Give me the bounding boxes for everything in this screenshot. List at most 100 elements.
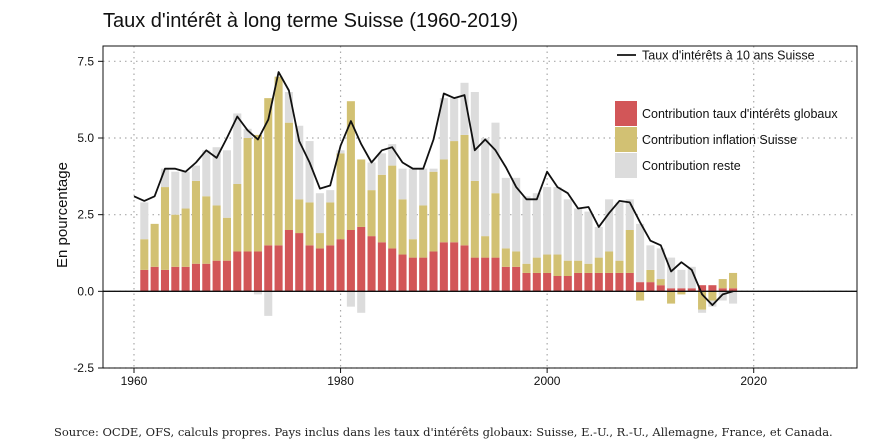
- bar-inflation: [346, 101, 355, 230]
- bar-reste: [398, 168, 407, 200]
- bar-global: [150, 266, 159, 292]
- bar-global: [574, 272, 583, 292]
- bar-reste: [625, 199, 634, 230]
- bar-global: [667, 288, 676, 292]
- bar-global: [160, 269, 170, 292]
- legend-swatch-reste: [615, 153, 637, 178]
- bar-inflation: [708, 291, 717, 301]
- bar-global: [295, 233, 304, 292]
- bar-global: [450, 242, 459, 292]
- bar-inflation: [522, 263, 531, 273]
- bar-reste: [708, 300, 717, 307]
- bar-inflation: [336, 153, 345, 240]
- y-tick-label: 0.0: [77, 284, 94, 298]
- bar-reste: [460, 82, 469, 135]
- x-tick-label: 1960: [121, 374, 148, 388]
- bar-inflation: [553, 254, 562, 276]
- bar-reste: [346, 291, 355, 307]
- bars: [140, 76, 738, 316]
- bar-inflation: [491, 193, 500, 258]
- bar-inflation: [429, 171, 438, 252]
- plot-frame: [102, 45, 858, 369]
- bar-global: [512, 266, 521, 292]
- bar-global: [532, 272, 541, 292]
- bar-reste: [512, 177, 521, 252]
- bar-inflation: [698, 291, 707, 310]
- bar-global: [171, 266, 180, 292]
- bar-inflation: [512, 251, 521, 267]
- bar-inflation: [501, 248, 510, 267]
- bar-reste: [408, 168, 417, 240]
- bar-inflation: [326, 202, 335, 246]
- bar-global: [336, 239, 345, 292]
- bar-inflation: [367, 190, 376, 237]
- bar-inflation: [160, 187, 170, 270]
- bar-reste: [419, 168, 428, 206]
- bar-global: [481, 257, 490, 292]
- x-tick-label: 2020: [740, 374, 767, 388]
- bar-reste: [646, 245, 655, 270]
- bar-inflation: [532, 257, 541, 273]
- bar-reste: [698, 309, 707, 313]
- bar-reste: [543, 187, 552, 255]
- bar-reste: [181, 171, 190, 209]
- bar-reste: [491, 122, 500, 194]
- legend-label-line: Taux d'intérêts à 10 ans Suisse: [642, 49, 815, 63]
- bar-reste: [357, 291, 366, 313]
- bar-global: [615, 272, 624, 292]
- bar-reste: [605, 199, 614, 252]
- bar-global: [181, 266, 190, 292]
- bar-inflation: [295, 199, 304, 234]
- bar-global: [140, 269, 149, 292]
- bar-reste: [253, 291, 262, 295]
- bar-reste: [212, 147, 221, 206]
- bar-global: [594, 272, 603, 292]
- bar-reste: [450, 98, 459, 142]
- bar-inflation: [408, 239, 417, 258]
- bar-inflation: [584, 263, 593, 273]
- bar-inflation: [481, 236, 490, 258]
- bar-global: [677, 288, 686, 292]
- bar-global: [233, 251, 242, 292]
- bar-global: [377, 242, 386, 292]
- bar-inflation: [646, 269, 655, 283]
- bar-global: [419, 257, 428, 292]
- bar-reste: [584, 211, 593, 264]
- bar-reste: [636, 223, 645, 283]
- bar-inflation: [543, 254, 552, 273]
- bar-inflation: [191, 180, 200, 264]
- bar-inflation: [574, 260, 583, 273]
- bar-inflation: [460, 134, 469, 246]
- bar-inflation: [243, 138, 252, 252]
- bar-reste: [470, 92, 479, 181]
- y-tick-label: -2.5: [73, 361, 94, 375]
- bar-inflation: [398, 199, 407, 255]
- bar-global: [656, 285, 665, 292]
- bar-reste: [594, 226, 603, 258]
- bar-reste: [481, 138, 490, 237]
- bar-inflation: [274, 76, 283, 246]
- y-tick-label: 7.5: [77, 54, 94, 68]
- bar-inflation: [594, 257, 603, 273]
- legend-label-reste: Contribution reste: [642, 159, 741, 173]
- bar-inflation: [181, 208, 190, 267]
- bar-reste: [284, 92, 293, 123]
- bar-reste: [295, 125, 304, 200]
- legend: Taux d'intérêts à 10 ans Suisse Contribut…: [615, 49, 838, 178]
- bar-global: [439, 242, 448, 292]
- bar-global: [522, 272, 531, 292]
- bar-inflation: [253, 134, 262, 252]
- bar-inflation: [171, 214, 180, 267]
- x-tick-label: 2000: [534, 374, 561, 388]
- bar-global: [708, 285, 717, 292]
- bar-global: [408, 257, 417, 292]
- bar-global: [222, 260, 231, 292]
- bar-global: [212, 260, 221, 292]
- bar-inflation: [150, 223, 159, 267]
- bar-reste: [718, 291, 727, 301]
- bar-inflation: [636, 291, 645, 301]
- bar-global: [202, 263, 211, 292]
- bar-reste: [501, 177, 510, 249]
- bar-global: [315, 248, 324, 292]
- bar-global: [284, 230, 293, 292]
